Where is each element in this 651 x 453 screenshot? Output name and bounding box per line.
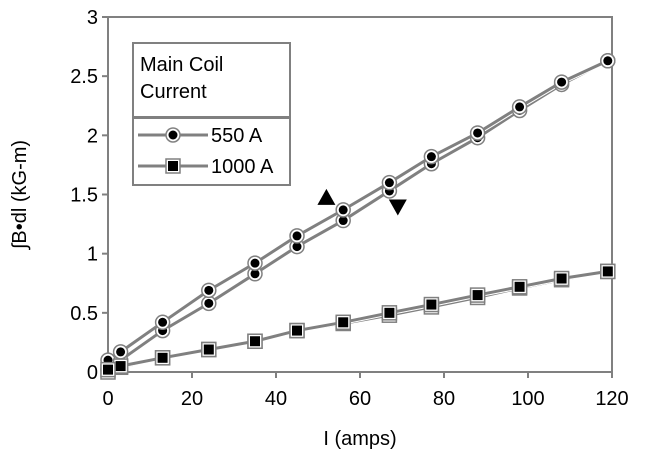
legend-swatch-marker bbox=[168, 161, 178, 171]
x-tick-label: 0 bbox=[102, 388, 113, 410]
data-point bbox=[473, 128, 483, 138]
y-tick-label: 0 bbox=[87, 362, 98, 384]
legend-title-box bbox=[132, 42, 291, 118]
data-point bbox=[384, 178, 394, 188]
data-point bbox=[250, 258, 260, 268]
y-tick-label: 1.5 bbox=[70, 185, 98, 207]
data-point bbox=[338, 317, 349, 328]
y-tick-label: 2 bbox=[87, 125, 98, 147]
data-point bbox=[204, 285, 214, 295]
arrow-up-icon bbox=[317, 188, 336, 205]
data-point bbox=[426, 299, 437, 310]
arrow-down-icon bbox=[388, 199, 407, 216]
data-point bbox=[292, 242, 302, 252]
y-tick-label: 2.5 bbox=[70, 66, 98, 88]
series-layer bbox=[100, 53, 616, 380]
data-point bbox=[426, 152, 436, 162]
y-tick-label: 0.5 bbox=[70, 303, 98, 325]
data-point bbox=[157, 352, 168, 363]
data-point bbox=[472, 290, 483, 301]
data-point bbox=[103, 364, 113, 375]
data-point bbox=[338, 205, 348, 215]
x-tick-label: 80 bbox=[433, 388, 455, 410]
data-point bbox=[384, 307, 395, 318]
data-point bbox=[557, 77, 567, 87]
data-point bbox=[603, 56, 613, 66]
y-tick-label: 1 bbox=[87, 244, 98, 266]
data-point bbox=[514, 281, 525, 292]
x-tick-label: 60 bbox=[349, 388, 371, 410]
x-tick-label: 40 bbox=[265, 388, 287, 410]
legend-title-line: Main Coil bbox=[140, 54, 223, 76]
data-point bbox=[515, 102, 525, 112]
legend-swatch-marker bbox=[168, 130, 178, 140]
x-tick-label: 20 bbox=[181, 388, 203, 410]
data-point bbox=[556, 273, 567, 284]
y-axis-title: ∫B•dl (kG-m) bbox=[9, 140, 31, 250]
data-point bbox=[158, 317, 168, 327]
data-point bbox=[292, 231, 302, 241]
annotation-layer bbox=[317, 188, 407, 216]
x-tick-label: 120 bbox=[595, 388, 628, 410]
data-point bbox=[338, 216, 348, 226]
data-point bbox=[602, 266, 613, 277]
legend-label: 550 A bbox=[211, 125, 263, 147]
data-point bbox=[115, 361, 126, 372]
data-point bbox=[204, 298, 214, 308]
data-point bbox=[292, 325, 302, 336]
axes: 0 20 40 60 80 100 120 0 0.5 1 1.5 2 2.5 3 I (amps) ∫B•d… bbox=[9, 7, 629, 450]
data-point bbox=[203, 344, 214, 355]
x-tick-label: 100 bbox=[511, 388, 544, 410]
legend-title-line: Current bbox=[140, 81, 207, 103]
legend-entries-box bbox=[132, 117, 291, 186]
data-point bbox=[250, 336, 260, 347]
legend-label: 1000 A bbox=[211, 156, 274, 178]
data-point bbox=[116, 347, 126, 357]
y-tick-label: 3 bbox=[87, 7, 98, 29]
x-axis-title: I (amps) bbox=[323, 428, 396, 450]
series-square bbox=[100, 263, 616, 380]
data-point bbox=[250, 269, 260, 279]
